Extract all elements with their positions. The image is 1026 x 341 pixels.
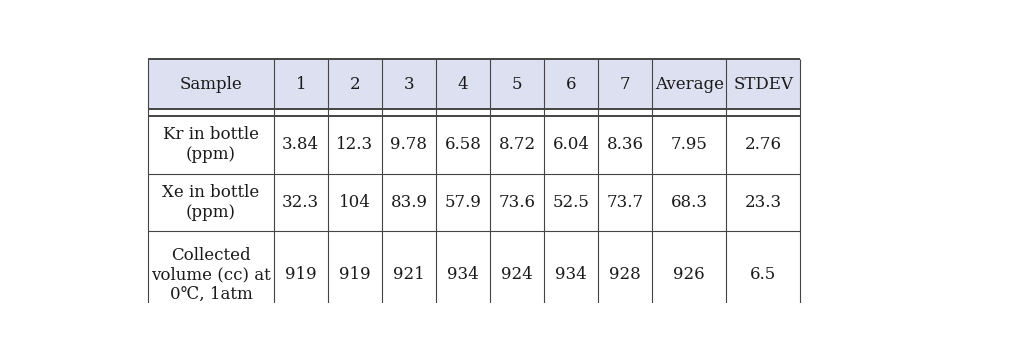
Text: 7: 7 bbox=[620, 76, 631, 93]
Text: 924: 924 bbox=[502, 266, 532, 283]
Text: 6.04: 6.04 bbox=[553, 136, 590, 153]
Text: 7.95: 7.95 bbox=[671, 136, 708, 153]
Bar bbox=[148, 116, 800, 318]
Text: 2.76: 2.76 bbox=[745, 136, 782, 153]
Text: Xe in bottle
(ppm): Xe in bottle (ppm) bbox=[162, 184, 260, 221]
Text: 52.5: 52.5 bbox=[553, 194, 590, 211]
Text: Collected
volume (cc) at
0℃, 1atm: Collected volume (cc) at 0℃, 1atm bbox=[151, 247, 271, 303]
Text: 73.6: 73.6 bbox=[499, 194, 536, 211]
Text: 934: 934 bbox=[555, 266, 587, 283]
Text: 4: 4 bbox=[458, 76, 468, 93]
Text: Sample: Sample bbox=[180, 76, 242, 93]
Text: 5: 5 bbox=[512, 76, 522, 93]
Text: 919: 919 bbox=[339, 266, 370, 283]
Text: STDEV: STDEV bbox=[734, 76, 793, 93]
Text: 3.84: 3.84 bbox=[282, 136, 319, 153]
Text: Average: Average bbox=[655, 76, 723, 93]
Text: 6.5: 6.5 bbox=[750, 266, 777, 283]
Text: 32.3: 32.3 bbox=[282, 194, 319, 211]
Text: 8.36: 8.36 bbox=[606, 136, 643, 153]
Text: Kr in bottle
(ppm): Kr in bottle (ppm) bbox=[163, 126, 259, 163]
Text: 8.72: 8.72 bbox=[499, 136, 536, 153]
Text: 926: 926 bbox=[673, 266, 705, 283]
Text: 921: 921 bbox=[393, 266, 425, 283]
Text: 1: 1 bbox=[295, 76, 306, 93]
Text: 3: 3 bbox=[403, 76, 415, 93]
Text: 6.58: 6.58 bbox=[444, 136, 481, 153]
Text: 928: 928 bbox=[609, 266, 641, 283]
Text: 73.7: 73.7 bbox=[606, 194, 643, 211]
Text: 919: 919 bbox=[285, 266, 317, 283]
Text: 12.3: 12.3 bbox=[337, 136, 373, 153]
Text: 9.78: 9.78 bbox=[391, 136, 428, 153]
Text: 6: 6 bbox=[566, 76, 577, 93]
Text: 57.9: 57.9 bbox=[444, 194, 481, 211]
Text: 68.3: 68.3 bbox=[671, 194, 708, 211]
Text: 2: 2 bbox=[350, 76, 360, 93]
Text: 83.9: 83.9 bbox=[391, 194, 428, 211]
Bar bbox=[148, 59, 800, 109]
Text: 23.3: 23.3 bbox=[745, 194, 782, 211]
Text: 104: 104 bbox=[339, 194, 370, 211]
Text: 934: 934 bbox=[447, 266, 479, 283]
